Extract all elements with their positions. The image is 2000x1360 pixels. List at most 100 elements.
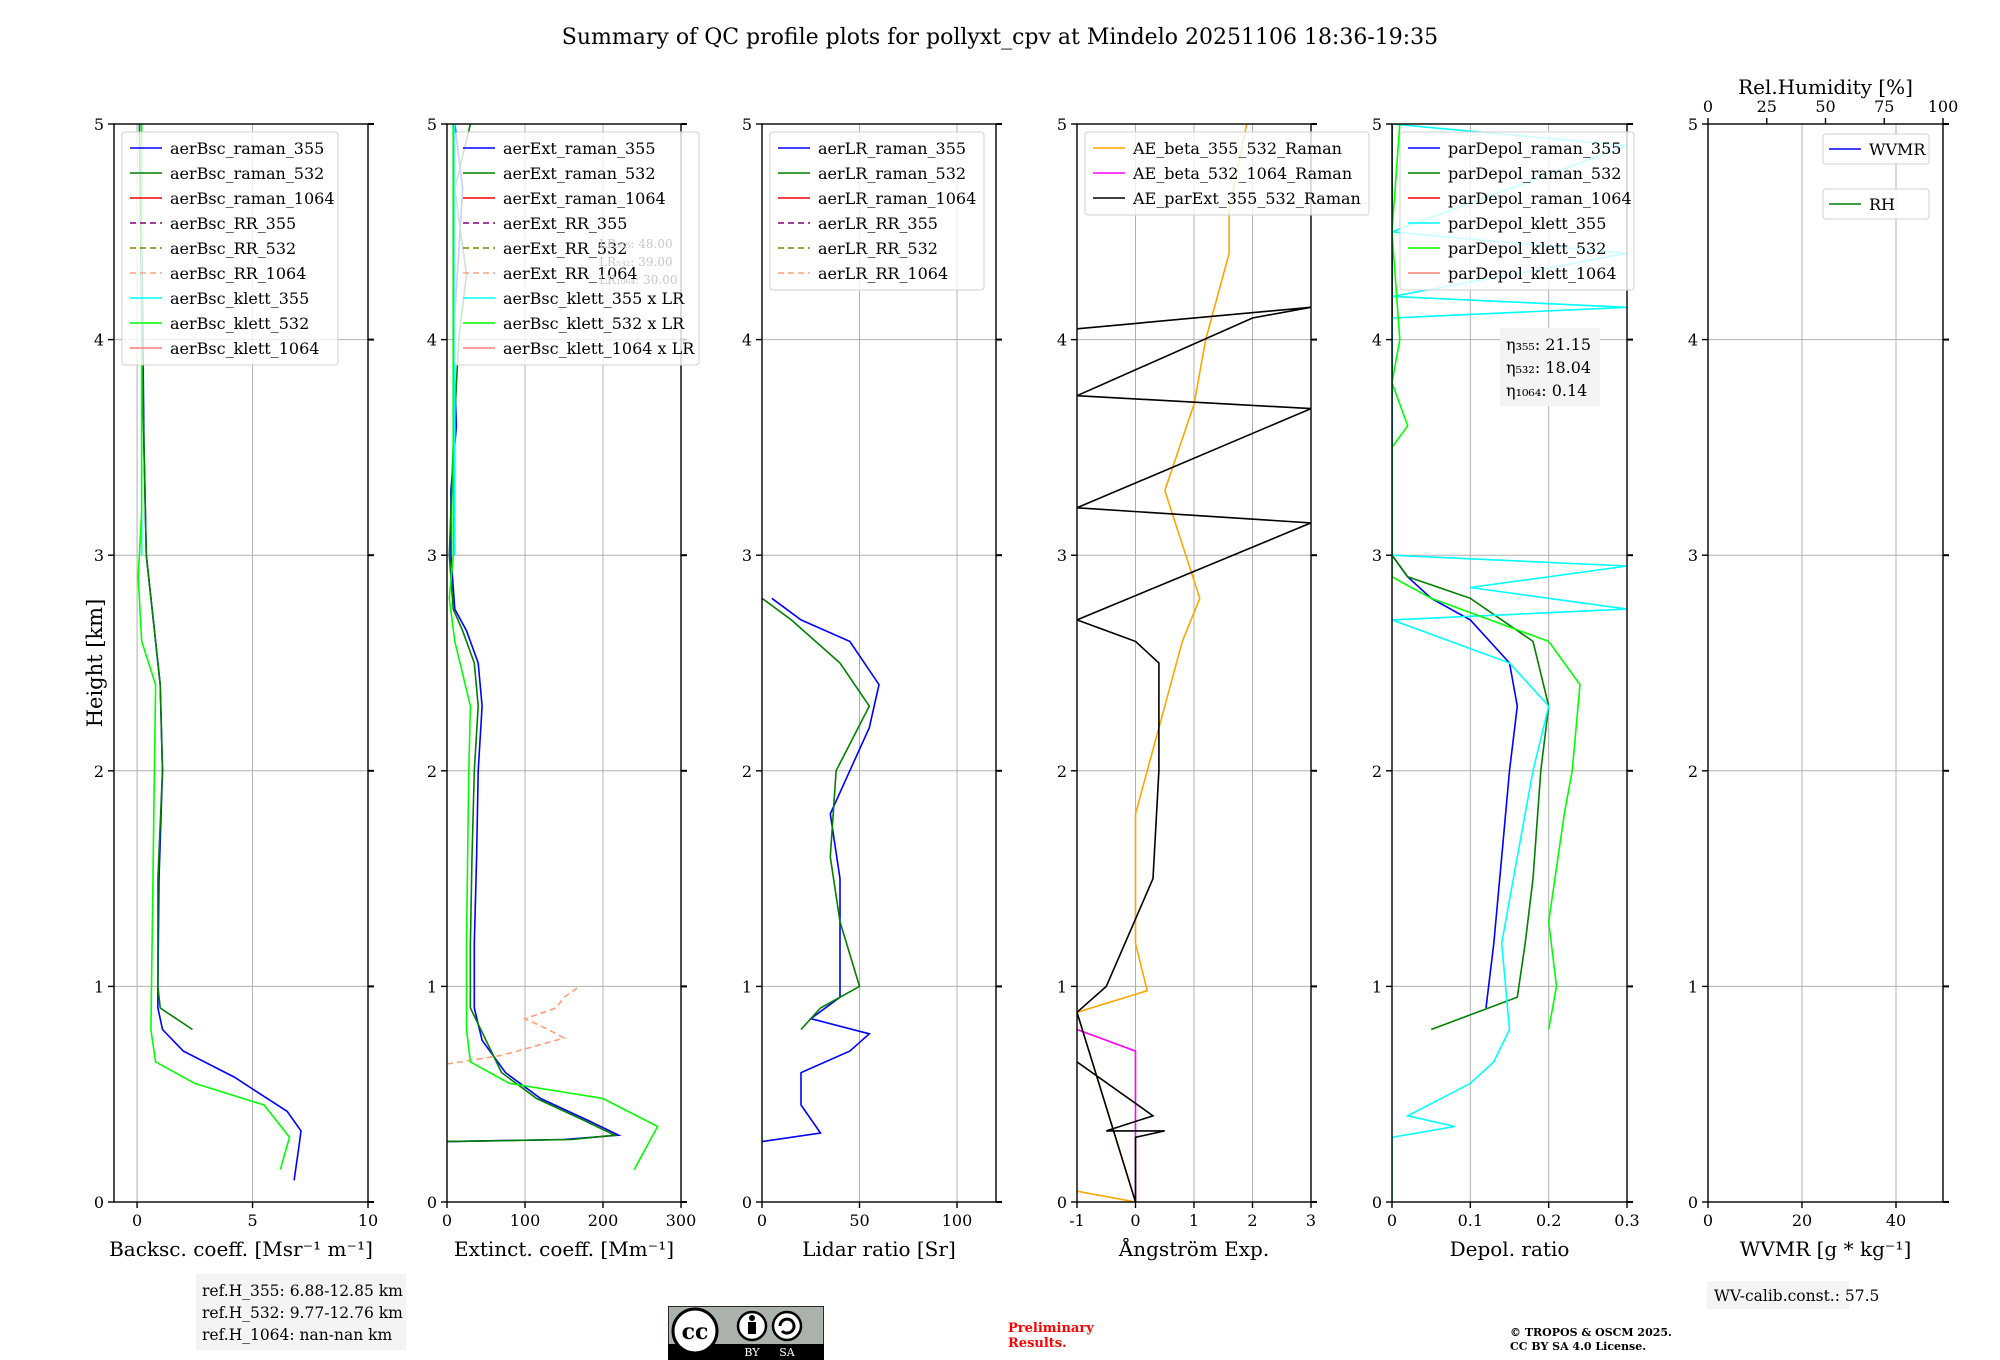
x-tick-label: 0 [1387, 1211, 1397, 1230]
x-tick-label: 200 [588, 1211, 619, 1230]
panel-ext: 0 100 200 300 0 1 2 3 4 5 Extinct. coeff. [Mm⁻¹] ae… [427, 115, 700, 1261]
legend-box [1822, 133, 1930, 165]
x-axis-label: Ångström Exp. [1118, 1236, 1269, 1261]
panel-lr: 0 50 100 0 1 2 3 4 5 Lidar ratio [Sr] aerLR_raman_… [742, 115, 1002, 1261]
legend-label: aerBsc_raman_532 [170, 164, 324, 183]
lr-annotation: LR₅₃₂: 39.00 [599, 255, 673, 269]
lr-annotation: LR₃₅₅: 48.00 [599, 237, 673, 251]
cc-logo-by: BY [744, 1346, 760, 1359]
legend-label: aerLR_RR_532 [818, 239, 938, 258]
y-tick-label: 4 [1688, 331, 1698, 350]
legend-label: aerBsc_klett_532 x LR [503, 314, 685, 333]
legend-label: AE_parExt_355_532_Raman [1132, 189, 1361, 208]
top-x-tick-label: 100 [1928, 97, 1959, 116]
figure-title: Summary of QC profile plots for pollyxt_… [562, 25, 1438, 50]
x-tick-label: 10 [358, 1211, 378, 1230]
legend-label: aerExt_raman_1064 [503, 189, 666, 208]
legend-label: parDepol_klett_1064 [1448, 264, 1617, 283]
series-line-aerBsc-klett-532 [137, 124, 291, 1170]
x-tick-label: 0.2 [1536, 1211, 1561, 1230]
y-tick-label: 1 [1372, 977, 1382, 996]
legend-label: aerLR_RR_1064 [818, 264, 948, 283]
y-tick-label: 5 [427, 115, 437, 134]
series-line-AE-parExt-355-532-Raman [1077, 306, 1311, 1202]
y-tick-label: 5 [1688, 115, 1698, 134]
y-tick-label: 3 [1688, 546, 1698, 565]
legend-label: parDepol_klett_532 [1448, 239, 1606, 258]
x-tick-label: 100 [510, 1211, 541, 1230]
axes-frame [113, 123, 369, 1203]
panel-bsc: 0 5 10 0 1 2 3 4 5 Backsc. coeff. [Msr⁻¹ m⁻¹] Heig… [83, 115, 378, 1261]
top-x-tick-label: 0 [1703, 97, 1713, 116]
legend-label: aerLR_raman_1064 [818, 189, 976, 208]
top-x-tick-label: 25 [1757, 97, 1777, 116]
legend-label: aerLR_raman_355 [818, 139, 966, 158]
top-axis-label: Rel.Humidity [%] [1738, 75, 1913, 99]
y-tick-label: 1 [742, 977, 752, 996]
y-tick-label: 0 [742, 1193, 752, 1212]
series-line-aerExt-raman-532 [447, 124, 618, 1143]
x-tick-label: -1 [1069, 1211, 1085, 1230]
y-tick-label: 0 [427, 1193, 437, 1212]
legend-box [1399, 131, 1635, 291]
x-tick-label: 20 [1792, 1211, 1812, 1230]
legend-box [454, 131, 700, 366]
legend-label: parDepol_raman_1064 [1448, 189, 1632, 208]
preliminary-line-2: Results. [1008, 1336, 1067, 1351]
legend-label: aerBsc_klett_355 [170, 289, 309, 308]
y-tick-label: 4 [742, 331, 752, 350]
refh-line-532: ref.H_532: 9.77-12.76 km [202, 1304, 403, 1322]
wv-calib-box: WV-calib.const.: 57.5 [1707, 1281, 1879, 1309]
legend-label: aerExt_RR_355 [503, 214, 627, 233]
x-tick-label: 5 [247, 1211, 257, 1230]
y-tick-label: 4 [94, 331, 104, 350]
eta-annotation: η₃₅₅: 21.15 [1506, 335, 1591, 354]
legend-label: aerBsc_RR_355 [170, 214, 296, 233]
x-tick-label: 50 [849, 1211, 869, 1230]
x-tick-label: 3 [1306, 1211, 1316, 1230]
legend-label: aerBsc_raman_1064 [170, 189, 335, 208]
refh-line-355: ref.H_355: 6.88-12.85 km [202, 1282, 403, 1300]
legend-label: aerLR_raman_532 [818, 164, 966, 183]
wv-calib-text: WV-calib.const.: 57.5 [1714, 1287, 1879, 1305]
preliminary-line-1: Preliminary [1008, 1321, 1094, 1336]
legend-label: WVMR [1869, 140, 1926, 159]
x-axis-label: WVMR [g * kg⁻¹] [1740, 1237, 1912, 1261]
legend-label: aerExt_raman_532 [503, 164, 656, 183]
y-tick-label: 5 [94, 115, 104, 134]
copyright-note: © TROPOS & OSCM 2025. CC BY SA 4.0 Licen… [1510, 1326, 1672, 1353]
axes-frame [446, 123, 682, 1203]
legend-label: aerExt_RR_532 [503, 239, 627, 258]
panel-wv: 0 20 40 0 1 2 3 4 5 WVMR [g * kg⁻¹] 0 25 50 75 100 Rel.… [1688, 75, 1958, 1261]
eta-annotation: η₁₀₆₄: 0.14 [1506, 381, 1587, 400]
y-tick-label: 4 [427, 331, 437, 350]
axes-frame [1391, 123, 1628, 1203]
y-tick-label: 3 [742, 546, 752, 565]
axes-frame [761, 123, 997, 1203]
legend-label: aerBsc_klett_355 x LR [503, 289, 685, 308]
legend-label: aerExt_raman_355 [503, 139, 656, 158]
y-tick-label: 2 [94, 762, 104, 781]
panel-depol: 0 0.1 0.2 0.3 0 1 2 3 4 5 Depol. ratio parDepol_ram… [1372, 115, 1640, 1261]
x-tick-label: 0 [757, 1211, 767, 1230]
x-tick-label: 300 [666, 1211, 697, 1230]
cc-logo-sa: SA [779, 1346, 796, 1359]
x-tick-label: 0 [1130, 1211, 1140, 1230]
series-line-aerLR-raman-532 [762, 597, 871, 1031]
copyright-line-1: © TROPOS & OSCM 2025. [1510, 1326, 1672, 1339]
refh-line-1064: ref.H_1064: nan-nan km [202, 1326, 393, 1344]
series-line-aerExt-RR-1064 [447, 985, 581, 1065]
y-tick-label: 5 [742, 115, 752, 134]
eta-annotation: η₅₃₂: 18.04 [1506, 358, 1591, 377]
y-tick-label: 0 [1688, 1193, 1698, 1212]
sa-icon [771, 1310, 803, 1342]
legend-box [1084, 131, 1370, 216]
legend-label: aerBsc_klett_1064 [170, 339, 319, 358]
legend-label: aerLR_RR_355 [818, 214, 938, 233]
legend-label: AE_beta_355_532_Raman [1132, 139, 1342, 158]
y-tick-label: 2 [427, 762, 437, 781]
legend-label: parDepol_raman_355 [1448, 139, 1621, 158]
series-line-AE-beta-355-532-Raman [1077, 124, 1248, 1202]
preliminary-note: Preliminary Results. [1008, 1321, 1094, 1351]
